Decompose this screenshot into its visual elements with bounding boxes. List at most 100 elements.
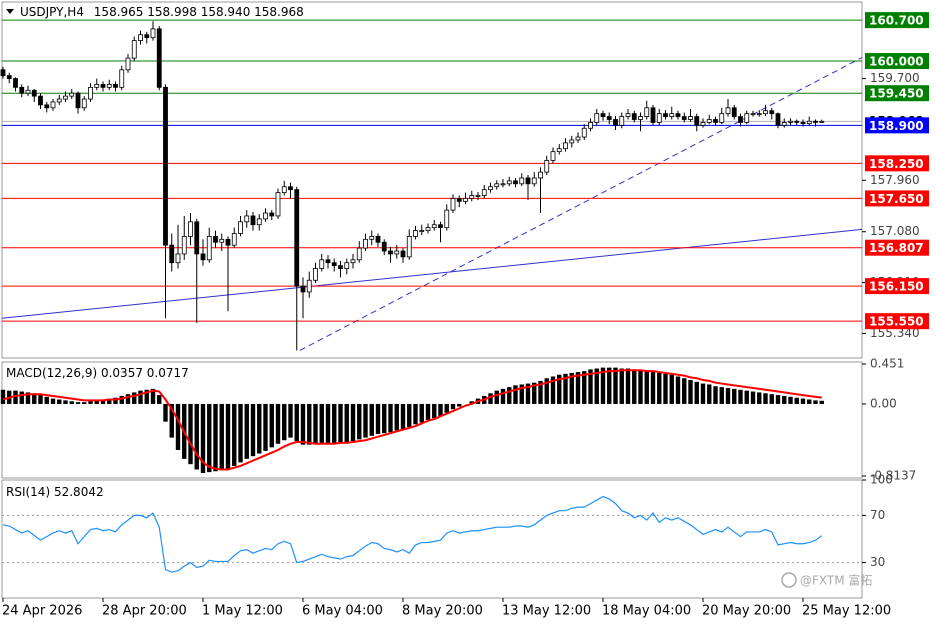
macd-bar: [694, 381, 699, 404]
level-label: 159.450: [869, 87, 924, 101]
macd-bar: [75, 402, 81, 404]
candle-body: [444, 209, 450, 229]
watermark-icon: [781, 572, 797, 588]
macd-bar: [494, 390, 499, 404]
symbol: USDJPY,H4: [20, 5, 84, 19]
macd-bar: [338, 403, 343, 443]
macd-bar: [325, 403, 331, 443]
candle-body: [119, 69, 125, 88]
candle-body: [663, 113, 668, 117]
candle-body: [225, 238, 231, 246]
macd-bar: [200, 403, 206, 474]
macd-bar: [663, 373, 668, 404]
candle-body: [425, 227, 431, 231]
rsi-value: 52.8042: [54, 485, 104, 499]
macd-bar: [263, 403, 268, 451]
macd-bar: [813, 400, 818, 404]
macd-bar: [250, 403, 256, 457]
candle-body: [769, 110, 775, 115]
candle-body: [19, 86, 25, 94]
macd-bar: [682, 378, 687, 404]
candle-body: [713, 119, 718, 123]
low: 158.940: [201, 5, 251, 19]
candle-body: [463, 198, 468, 202]
macd-bar: [650, 372, 656, 404]
macd-bar: [557, 374, 562, 404]
level-tag: [865, 278, 929, 295]
macd-bar: [344, 403, 349, 443]
candle-body: [800, 122, 806, 124]
level-tag: [865, 239, 929, 256]
macd-bar: [750, 391, 756, 404]
macd-bar: [57, 399, 62, 404]
candle-body: [169, 244, 175, 264]
candle-body: [569, 139, 575, 144]
macd-bar: [13, 390, 18, 404]
macd-bar: [188, 403, 193, 465]
candle-body: [694, 116, 700, 126]
macd-bar: [307, 403, 312, 445]
candle-body: [744, 113, 750, 123]
level-tag: [865, 53, 929, 70]
x-tick-label: 24 Apr 2026: [2, 604, 82, 619]
macd-bar: [357, 403, 362, 440]
y-tick-label: 157.960: [870, 173, 920, 187]
macd-bar: [282, 403, 287, 441]
candle-body: [750, 113, 756, 116]
candle-body: [706, 119, 712, 123]
candle-body: [513, 180, 518, 185]
rsi-name: RSI(14): [6, 485, 50, 499]
candle-body: [300, 285, 306, 293]
macd-bar: [644, 370, 649, 404]
candle-body: [531, 177, 537, 185]
macd-bar: [132, 392, 137, 404]
candle-body: [669, 113, 675, 117]
x-tick-label: 20 May 20:00: [702, 604, 791, 619]
y-tick-label: 70: [870, 508, 885, 522]
macd-bar: [238, 403, 243, 463]
candle-body: [194, 221, 200, 255]
macd-bar: [19, 391, 24, 404]
macd-bar: [288, 403, 293, 438]
candle-body: [31, 89, 37, 97]
candle-body: [619, 116, 625, 126]
candle-body: [350, 259, 356, 264]
macd-bar: [619, 368, 624, 404]
macd-bar: [769, 394, 774, 404]
x-tick-label: 18 May 04:00: [602, 604, 691, 619]
macd-bar: [350, 403, 356, 442]
macd-bar: [569, 372, 574, 404]
signal-line: [2, 369, 822, 471]
candle-body: [794, 120, 800, 123]
macd-bar: [419, 403, 424, 423]
candle-body: [175, 253, 181, 264]
candle-body: [563, 142, 568, 150]
macd-bar: [375, 403, 381, 435]
y-tick-label: 30: [870, 555, 885, 569]
macd-bar: [638, 370, 643, 404]
macd-bar: [194, 403, 199, 470]
candle-body: [250, 215, 256, 226]
macd-bar: [150, 388, 156, 404]
macd-bar: [125, 394, 131, 404]
macd-bar: [800, 398, 806, 404]
level-label: 156.150: [869, 280, 924, 294]
candle-body: [256, 218, 262, 226]
candle-body: [394, 250, 400, 255]
candle-body: [469, 195, 475, 199]
rsi-line: [2, 495, 823, 573]
candle-body: [163, 86, 168, 246]
y-tick-label: 159.700: [870, 71, 920, 85]
candle-body: [294, 189, 300, 287]
candle-body: [494, 183, 500, 188]
candle-body: [500, 183, 506, 186]
macd-bar: [657, 372, 662, 404]
rsi-title: RSI(14) 52.8042: [6, 485, 104, 499]
macd-bar: [525, 383, 531, 404]
watermark: @FXTM 富拓: [800, 573, 872, 588]
macd-bar: [469, 401, 474, 404]
level-tag: [865, 313, 929, 330]
candle-body: [763, 110, 768, 115]
macd-bar: [563, 373, 568, 404]
